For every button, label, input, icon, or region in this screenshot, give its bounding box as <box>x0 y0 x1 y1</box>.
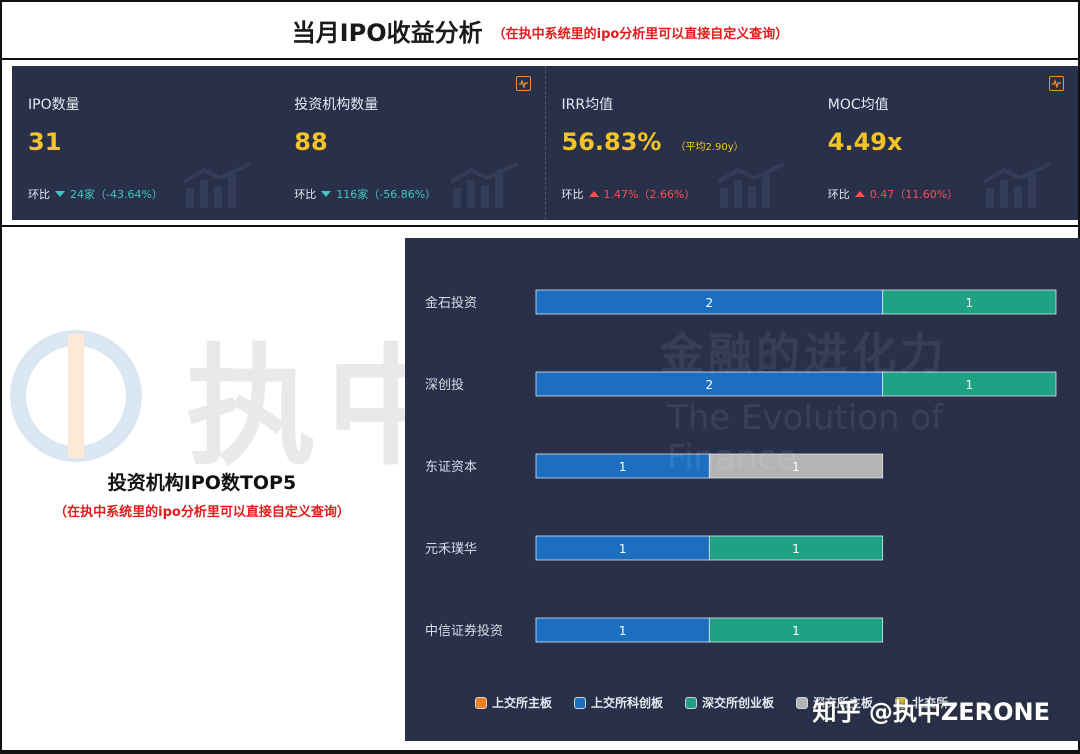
slogan-en-watermark: The Evolution of Finance <box>667 398 944 478</box>
bar-value-label: 1 <box>966 296 974 310</box>
bar-chart-bg-icon <box>449 162 518 208</box>
kpi-label: 投资机构数量 <box>294 97 379 113</box>
kpi-card-moc: MOC均值 4.49x 环比 0.47（11.60%） <box>812 66 1078 220</box>
header-note: （在执中系统里的ipo分析里可以直接自定义查询） <box>492 26 789 42</box>
kpi-value: 4.49x <box>827 128 903 156</box>
section-divider <box>2 225 1078 227</box>
chart-caption: 投资机构IPO数TOP5 （在执中系统里的ipo分析里可以直接自定义查询） <box>2 468 402 520</box>
bar-value-label: 2 <box>706 378 714 392</box>
kpi-value: 31 <box>28 128 62 156</box>
legend-label: 深交所主板 <box>813 696 874 710</box>
bar-segment[interactable] <box>708 453 884 479</box>
legend-item[interactable]: 北交所 <box>895 694 948 711</box>
legend-swatch <box>685 696 698 709</box>
bar-segment[interactable] <box>535 617 710 643</box>
bar-value-label: 1 <box>619 624 627 638</box>
bar-value-label: 2 <box>706 296 714 310</box>
bar-segment[interactable] <box>708 535 884 561</box>
page-title: 当月IPO收益分析 <box>291 18 483 47</box>
kpi-sub: （平均2.90y） <box>675 142 744 153</box>
legend-label: 北交所 <box>912 696 949 710</box>
bar-segment[interactable] <box>535 535 710 561</box>
bar-value-label: 1 <box>619 460 627 474</box>
kpi-card-ipo-count: IPO数量 31 环比 24家（-43.64%） <box>12 66 278 220</box>
legend-swatch <box>574 696 587 709</box>
chart-caption-note: （在执中系统里的ipo分析里可以直接自定义查询） <box>54 505 350 520</box>
legend-item[interactable]: 深交所创业板 <box>685 694 774 711</box>
zhihu-watermark: 知乎 @执中ZERONE <box>812 698 1050 726</box>
category-label: 中信证券投资 <box>425 623 503 639</box>
bar-segment[interactable] <box>535 453 710 479</box>
bar-segment[interactable] <box>882 371 1057 397</box>
brand-watermark: 执中 <box>2 302 466 490</box>
kpi-panel: IPO数量 31 环比 24家（-43.64%） 投资机构数量 88 环比 <box>12 66 1078 220</box>
legend-label: 上交所主板 <box>492 696 553 710</box>
chart-legend: 上交所主板 上交所科创板 深交所创业板 深交所主板 北交所 <box>475 694 948 711</box>
bar-value-label: 1 <box>966 378 974 392</box>
kpi-group-count: IPO数量 31 环比 24家（-43.64%） 投资机构数量 88 环比 <box>12 66 546 220</box>
legend-label: 上交所科创板 <box>591 696 664 710</box>
bar-plot: 金石投资 2 1 深创投 2 1 东证资本 1 1 元禾璞华 1 1 中信证券投资 1 1 <box>425 289 1057 643</box>
legend-swatch <box>796 696 809 709</box>
kpi-change: 环比 1.47%（2.66%） <box>561 188 696 201</box>
category-label: 东证资本 <box>425 460 477 475</box>
bar-chart-bg-icon <box>183 162 252 208</box>
kpi-change: 环比 116家（-56.86%） <box>294 188 437 201</box>
bar-segment[interactable] <box>708 617 884 643</box>
category-label: 元禾璞华 <box>425 542 477 557</box>
bar-segment[interactable] <box>882 289 1057 315</box>
category-label: 深创投 <box>425 377 464 393</box>
chart-toggle-icon[interactable] <box>1049 76 1064 91</box>
legend-swatch <box>895 696 908 709</box>
kpi-value: 56.83% （平均2.90y） <box>561 128 744 156</box>
bar-value-label: 1 <box>792 542 800 556</box>
category-label: 金石投资 <box>425 295 477 311</box>
kpi-change: 环比 24家（-43.64%） <box>28 188 163 201</box>
chart-toggle-icon[interactable] <box>515 76 531 91</box>
legend-label: 深交所创业板 <box>702 696 775 710</box>
kpi-value: 88 <box>294 128 328 156</box>
legend-swatch <box>475 696 487 709</box>
bar-value-label: 1 <box>792 460 800 474</box>
chart-caption-title: 投资机构IPO数TOP5 <box>107 472 297 494</box>
arrow-up-icon <box>854 191 865 197</box>
legend-item[interactable]: 上交所主板 <box>475 694 552 711</box>
kpi-group-return: IRR均值 56.83% （平均2.90y） 环比 1.47%（2.66%） MO… <box>546 66 1079 220</box>
kpi-label: IPO数量 <box>28 97 80 113</box>
kpi-label: IRR均值 <box>561 97 614 113</box>
bar-value-label: 1 <box>619 542 627 556</box>
bar-chart-bg-icon <box>716 162 785 208</box>
kpi-card-irr: IRR均值 56.83% （平均2.90y） 环比 1.47%（2.66%） <box>546 66 812 220</box>
bar-segment[interactable] <box>535 371 884 397</box>
arrow-up-icon <box>588 191 599 197</box>
brand-logo-icon <box>10 330 142 462</box>
top5-investor-chart: 金融的进化力 The Evolution of Finance 金石投资 2 1 深创… <box>405 238 1080 741</box>
kpi-card-investor-count: 投资机构数量 88 环比 116家（-56.86%） <box>278 66 544 220</box>
legend-item[interactable]: 上交所科创板 <box>574 694 663 711</box>
header: 当月IPO收益分析 （在执中系统里的ipo分析里可以直接自定义查询） <box>2 2 1078 60</box>
kpi-label: MOC均值 <box>827 97 889 113</box>
arrow-down-icon <box>321 191 332 197</box>
legend-item[interactable]: 深交所主板 <box>796 694 873 711</box>
bar-segment[interactable] <box>535 289 884 315</box>
kpi-change: 环比 0.47（11.60%） <box>827 188 959 201</box>
arrow-down-icon <box>55 191 65 197</box>
bottom-border <box>2 750 1078 752</box>
bar-chart-bg-icon <box>982 162 1051 208</box>
bar-value-label: 1 <box>792 624 800 638</box>
slogan-watermark: 金融的进化力 <box>660 329 948 380</box>
